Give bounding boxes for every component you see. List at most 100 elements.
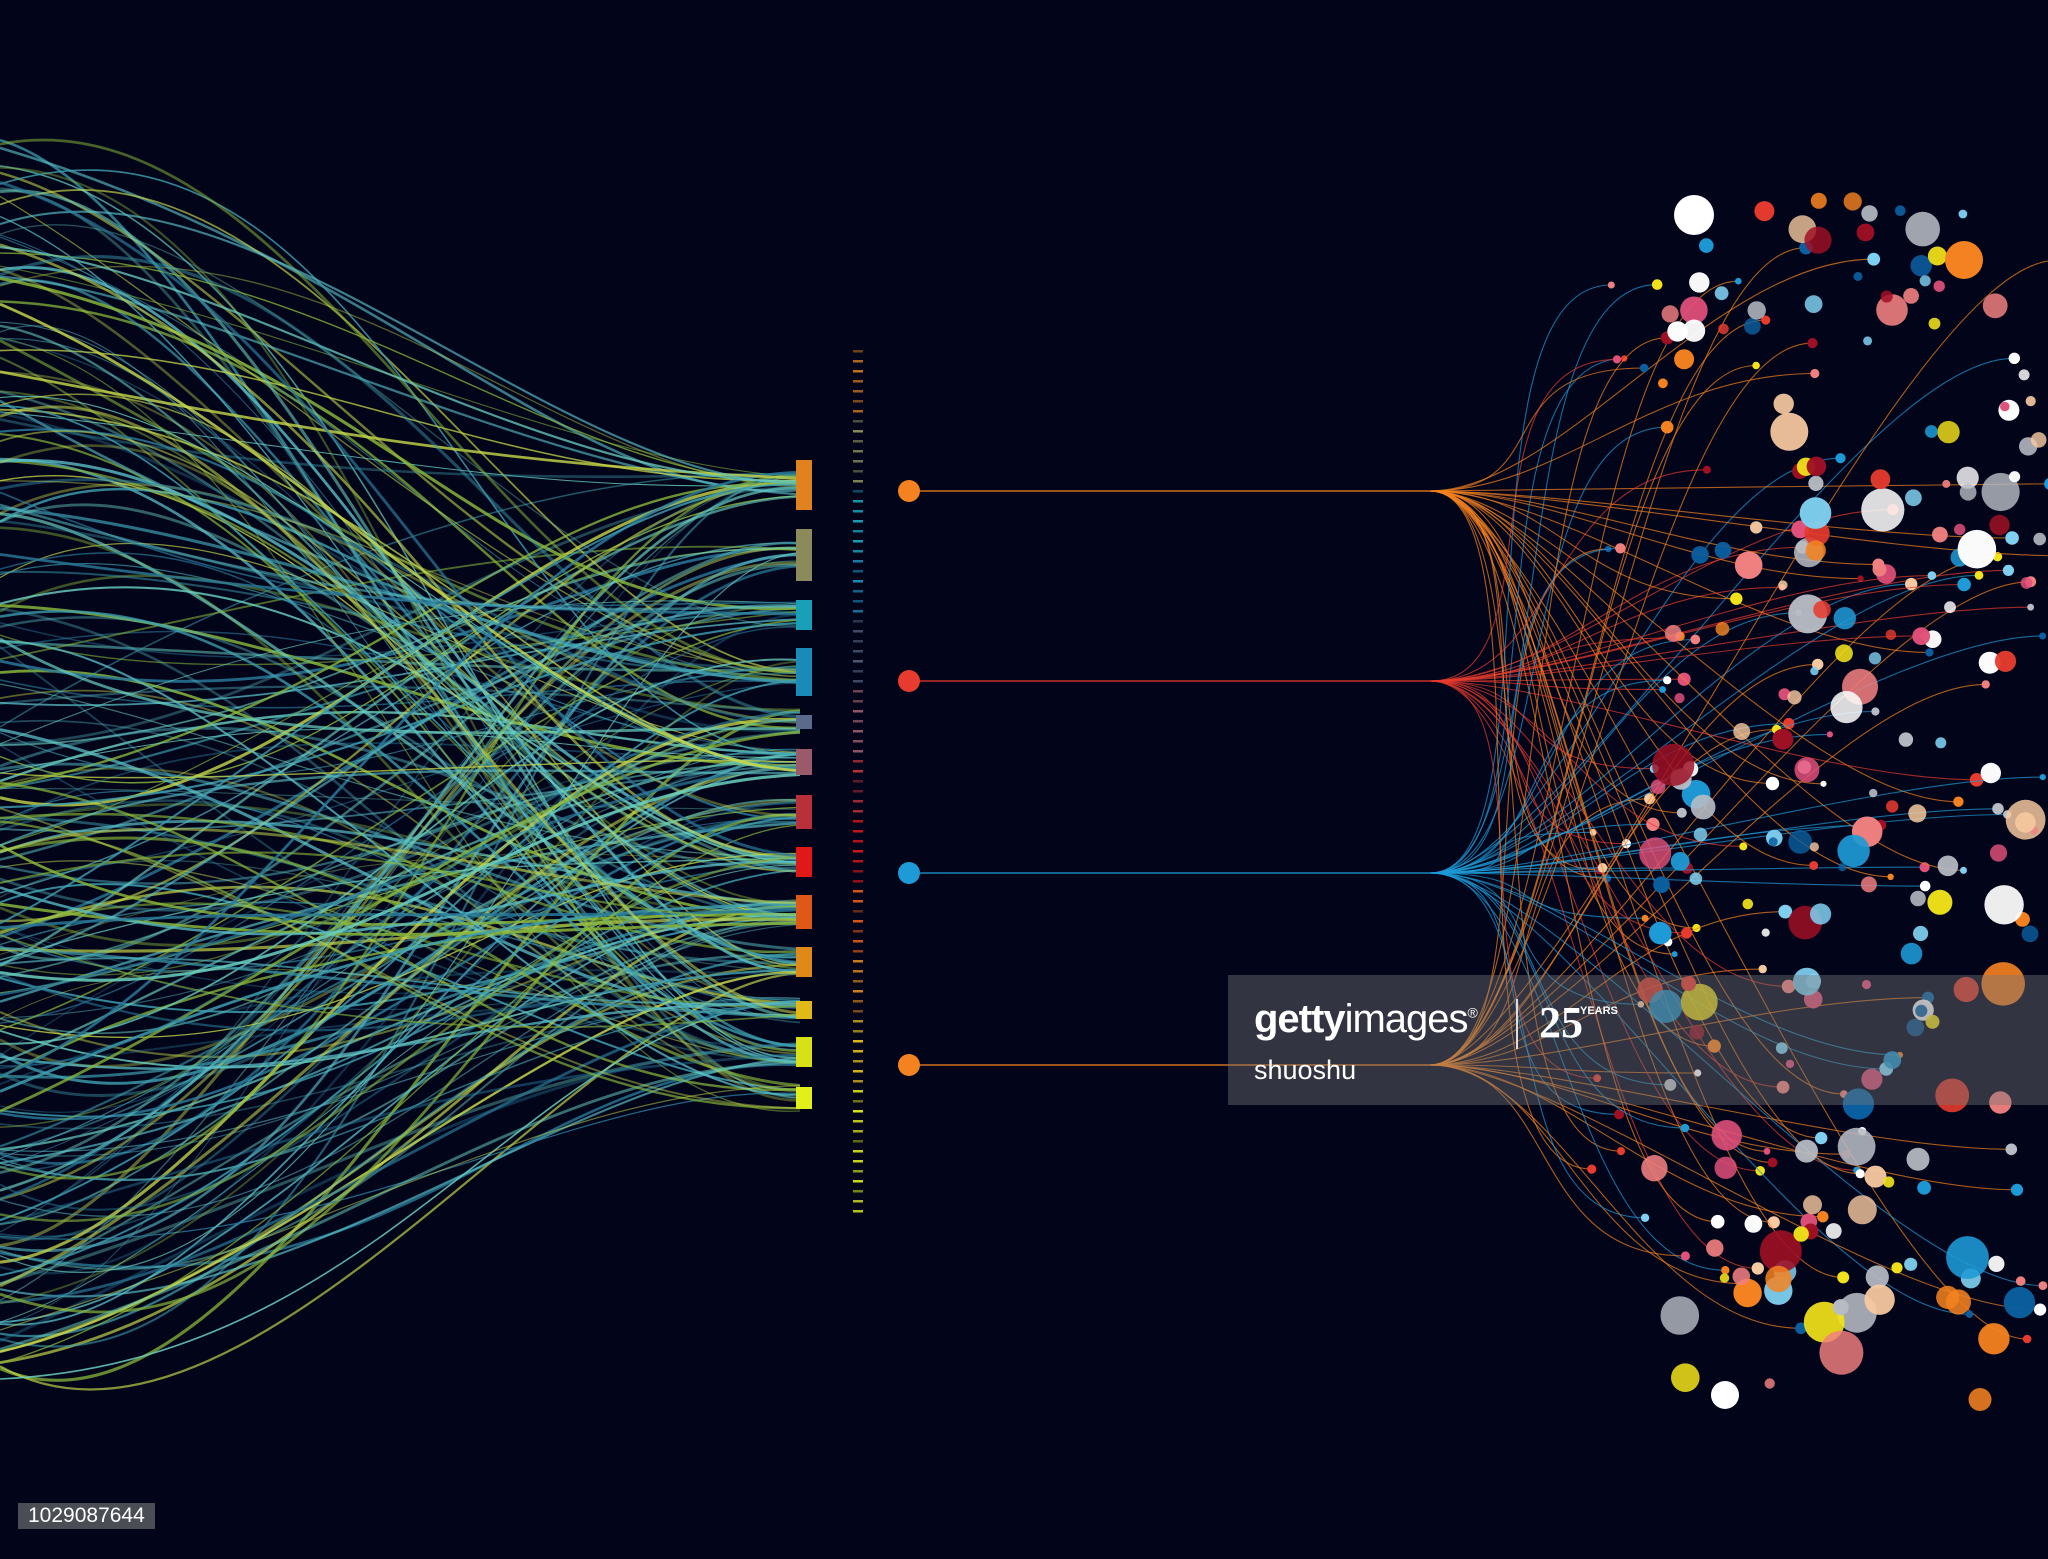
scatter-dot [1906,1018,1925,1037]
scatter-dot [1861,205,1878,222]
scatter-dot [2015,812,2036,833]
branch-line [1429,1064,2012,1150]
branch-line [1429,367,1645,492]
scatter-dot [1980,762,2002,784]
fiber-strand [0,604,801,768]
scatter-dot [1667,321,1688,342]
branch-endpoint [1702,465,1711,474]
branch-line [1429,1064,1686,1257]
fiber-strand [0,483,801,925]
branch-endpoint [1776,1080,1790,1094]
scatter-dot [1860,876,1877,893]
branch-line [1429,490,1891,878]
tick-mark [853,490,863,493]
branch-endpoint [2034,1303,2047,1316]
branch-line [1429,823,1653,874]
branch-endpoint [1663,676,1672,685]
branch-endpoint [1820,780,1827,787]
branch-endpoint [1730,592,1743,605]
scatter-dot [1944,601,1956,614]
scatter-dot [1835,644,1853,663]
bundle-block [796,715,812,729]
scatter-dot [2003,1286,2036,1319]
scatter-dot [1830,691,1863,724]
fiber-strand [0,480,801,671]
fiber-strand [0,660,801,1305]
tick-mark [853,650,863,653]
branch-line [1429,1064,1823,1218]
branch-line [1429,680,1789,987]
scatter-dot [1843,192,1862,211]
branch-endpoint [1810,368,1820,379]
scatter-dot [1869,788,1878,798]
scatter-dot [1809,842,1819,852]
image-id-label: 1029087644 [18,1503,155,1529]
tick-mark [853,470,863,473]
fiber-strand [0,519,801,670]
scatter-dot [1785,1059,1795,1069]
branch-endpoint [1758,964,1767,974]
tick-mark [853,1190,863,1193]
scatter-dot [1788,830,1813,854]
fiber-strand [0,799,801,1065]
scatter-dot [1868,652,1882,665]
scatter-dot [1915,1004,1928,1018]
scatter-dot [1880,290,1893,303]
scatter-dot [1954,523,1966,536]
scatter-dot [1891,1262,1903,1274]
branch-endpoint [1752,361,1760,370]
scatter-dot [1978,651,2001,674]
scatter-dot [1747,301,1766,320]
fiber-strand [0,252,801,484]
branch-line [1429,680,1977,781]
tick-mark [853,560,863,563]
fiber-strand [0,324,801,917]
tick-mark [853,660,863,663]
tick-mark [853,460,863,463]
fiber-strand [0,1002,801,1071]
scatter-dot [1764,1378,1775,1389]
branch-endpoint [1681,927,1693,939]
tick-mark [853,790,863,793]
scatter-dot [1804,295,1823,313]
branch-endpoint [1965,1310,1974,1318]
scatter-dot [1833,607,1857,630]
tick-mark [853,440,863,443]
scatter-dot [1984,885,2024,925]
fiber-strand [0,913,801,1164]
tick-mark [853,450,863,453]
watermark-brand-bold: getty [1254,997,1346,1041]
branch-endpoint [2027,603,2034,611]
branch-endpoint [1927,571,1937,580]
scatter-dot [1810,192,1827,209]
scatter-dot [2025,396,2036,407]
fiber-strand [0,189,801,1019]
tick-mark [853,360,863,363]
tick-mark [853,800,863,803]
fiber-strand [0,924,801,1157]
fiber-strand [0,486,801,746]
scatter-dot [2009,471,2021,483]
tick-mark [853,1150,863,1153]
branch-line [1429,872,1926,887]
tick-mark [853,830,863,833]
scatter-dot [2020,577,2033,589]
branch-line [1429,872,1686,1129]
branch-line [1429,680,1744,847]
fiber-strand [0,541,801,961]
branch-endpoint [1721,1266,1730,1275]
tick-mark [853,840,863,843]
tick-mark [853,590,863,593]
scatter-dot [1803,1195,1822,1215]
branch-endpoint [1969,773,1984,787]
fiber-strand [0,180,801,858]
scatter-dot [2033,532,2046,546]
scatter-dot [1744,1215,1763,1233]
scatter-dot [1989,1091,2012,1114]
scatter-dot [1865,1265,1889,1289]
tick-mark [853,350,863,353]
branch-endpoint [1659,686,1666,693]
branch-endpoint [2005,531,2019,545]
scatter-dot [1957,529,1997,569]
